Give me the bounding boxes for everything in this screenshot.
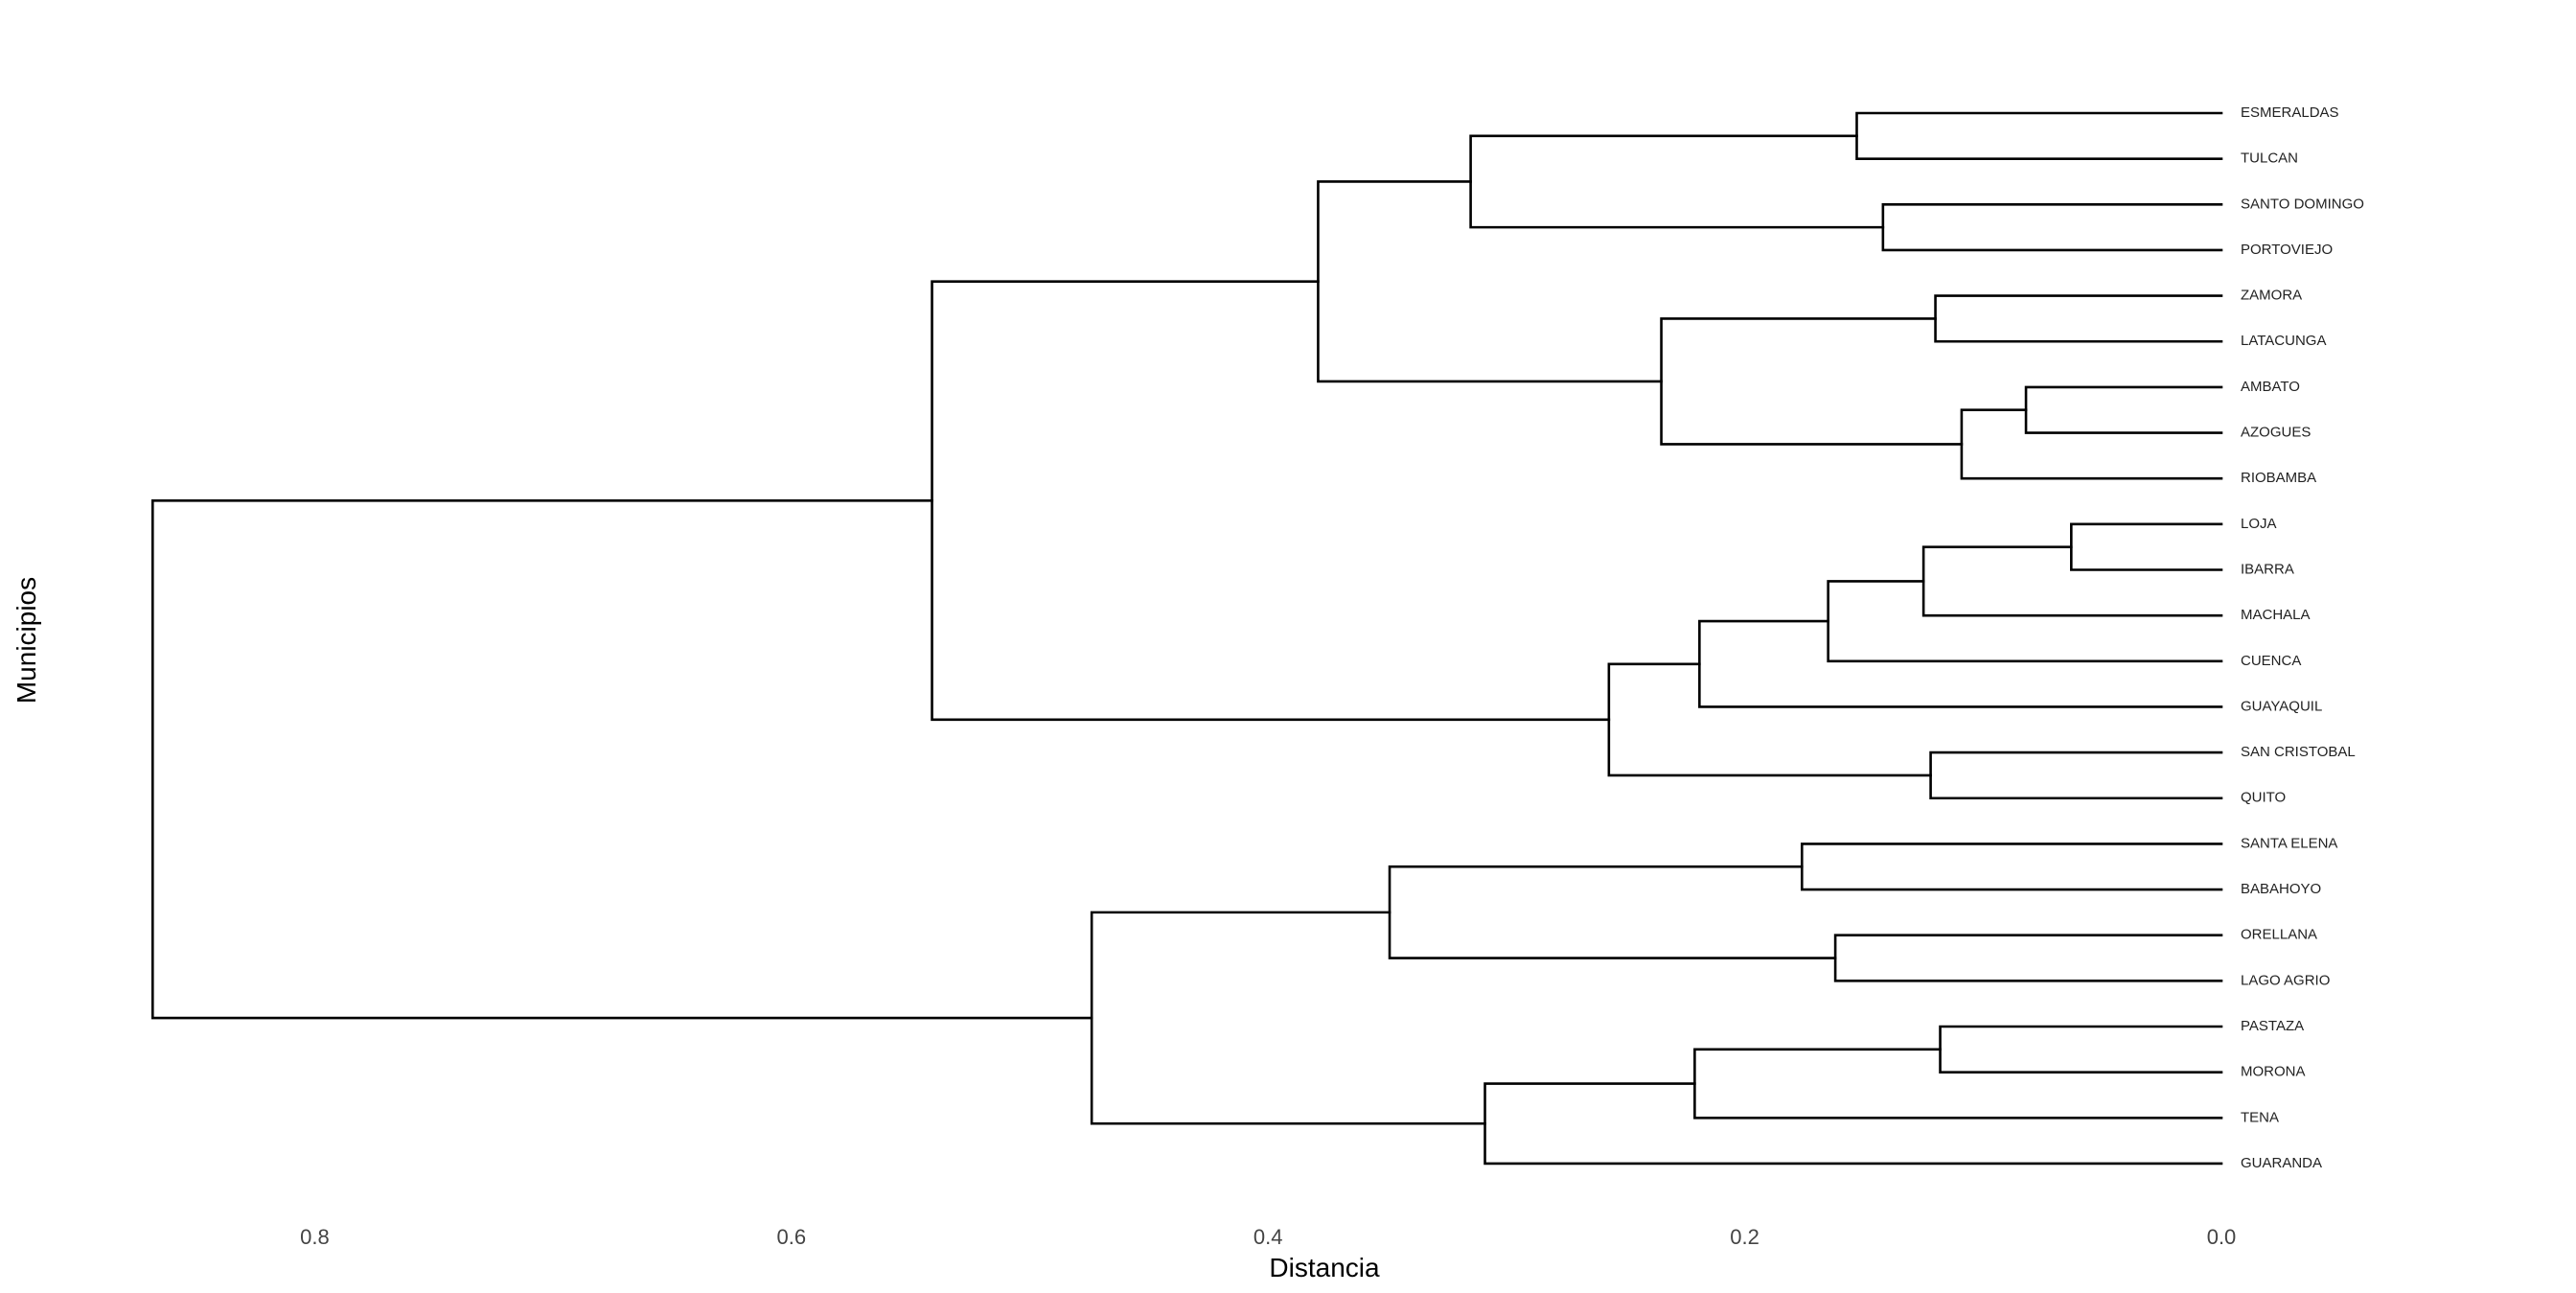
branch-n2 — [1881, 203, 2223, 252]
branch-n4 — [1934, 294, 2223, 343]
branch-n6 — [1960, 408, 2223, 480]
x-tick-group: 0.8 0.6 0.4 0.2 0.0 — [300, 1225, 2236, 1249]
leaf-label-orellana: ORELLANA — [2241, 927, 2317, 943]
branch-n21 — [1484, 1082, 2223, 1166]
branch-n19 — [1939, 1025, 2223, 1074]
branch-group — [150, 111, 2223, 1166]
leaf-label-loja: LOJA — [2241, 516, 2277, 532]
leaf-label-santa-elena: SANTA ELENA — [2241, 835, 2337, 851]
branch-n18 — [1388, 865, 1837, 959]
x-tick-label: 0.2 — [1730, 1225, 1760, 1249]
branch-n16 — [1800, 843, 2223, 891]
branch-n1 — [1855, 111, 2223, 160]
leaf-label-tulcan: TULCAN — [2241, 150, 2298, 167]
leaf-label-ambato: AMBATO — [2241, 379, 2300, 395]
branch-n17 — [1833, 934, 2223, 982]
x-tick-label: 0.4 — [1254, 1225, 1283, 1249]
branch-n7 — [1660, 317, 1964, 446]
leaf-label-tena: TENA — [2241, 1109, 2279, 1125]
leaf-label-zamora: ZAMORA — [2241, 288, 2302, 304]
branch-n20 — [1693, 1048, 2223, 1120]
branch-n14 — [1607, 662, 1932, 777]
y-axis-title: Municipios — [12, 577, 41, 704]
leaf-label-santo-domingo: SANTO DOMINGO — [2241, 196, 2364, 212]
leaf-label-latacunga: LATACUNGA — [2241, 333, 2326, 349]
branch-n8 — [1317, 180, 1663, 383]
leaf-label-quito: QUITO — [2241, 790, 2286, 806]
leaf-label-lago-agrio: LAGO AGRIO — [2241, 972, 2330, 988]
leaf-label-pastaza: PASTAZA — [2241, 1018, 2304, 1034]
branch-n23 — [150, 498, 1093, 1020]
x-tick-label: 0.8 — [300, 1225, 330, 1249]
leaf-label-san-cristobal: SAN CRISTOBAL — [2241, 744, 2356, 760]
leaf-label-cuenca: CUENCA — [2241, 653, 2301, 669]
leaf-label-portoviejo: PORTOVIEJO — [2241, 242, 2333, 258]
leaf-label-group: ESMERALDAS TULCAN SANTO DOMINGO PORTOVIEJO Z… — [2241, 104, 2364, 1171]
branch-n13 — [1929, 750, 2223, 800]
branch-n9 — [2070, 522, 2223, 571]
branch-n22 — [1090, 911, 1486, 1125]
leaf-label-esmeraldas: ESMERALDAS — [2241, 104, 2339, 121]
branch-n11 — [1827, 580, 2223, 663]
leaf-label-morona: MORONA — [2241, 1064, 2306, 1080]
leaf-label-ibarra: IBARRA — [2241, 561, 2294, 577]
branch-n12 — [1698, 619, 2223, 708]
leaf-label-babahoyo: BABAHOYO — [2241, 881, 2321, 897]
leaf-label-guayaquil: GUAYAQUIL — [2241, 698, 2322, 714]
x-tick-label: 0.0 — [2207, 1225, 2237, 1249]
branch-n15 — [931, 280, 1611, 722]
x-tick-label: 0.6 — [777, 1225, 807, 1249]
branch-n5 — [2024, 385, 2223, 434]
leaf-label-riobamba: RIOBAMBA — [2241, 470, 2316, 486]
leaf-label-guaranda: GUARANDA — [2241, 1155, 2322, 1171]
x-axis-title: Distancia — [1269, 1253, 1380, 1282]
leaf-label-azogues: AZOGUES — [2241, 425, 2311, 441]
leaf-label-machala: MACHALA — [2241, 607, 2311, 623]
branch-n3 — [1469, 134, 1885, 229]
